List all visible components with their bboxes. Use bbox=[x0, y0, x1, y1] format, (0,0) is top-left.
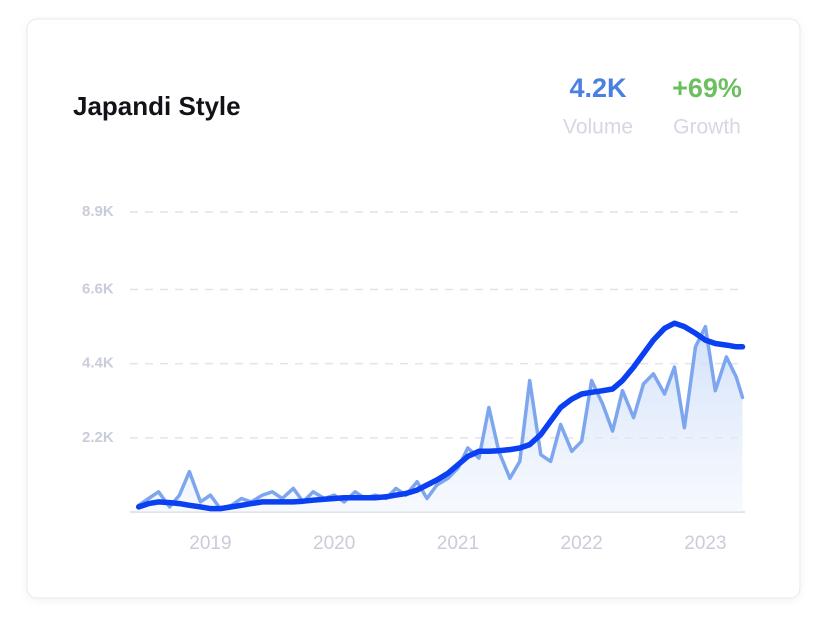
volume-value: 4.2K bbox=[569, 73, 627, 103]
y-tick-label: 8.9K bbox=[82, 203, 114, 220]
series-line bbox=[136, 324, 745, 511]
series-line bbox=[135, 320, 746, 512]
growth-label: Growth bbox=[673, 116, 741, 139]
x-tick-label: 2022 bbox=[561, 533, 603, 554]
y-tick-label: 6.6K bbox=[82, 280, 114, 297]
y-tick-label: 2.2K bbox=[82, 429, 114, 446]
area-fill bbox=[138, 326, 743, 512]
x-tick-label: 2020 bbox=[313, 533, 355, 554]
x-tick-label: 2021 bbox=[437, 533, 479, 554]
y-tick-label: 4.4K bbox=[82, 355, 114, 372]
growth-value: +69% bbox=[672, 73, 742, 103]
x-tick-label: 2019 bbox=[189, 533, 231, 554]
volume-label: Volume bbox=[563, 116, 633, 139]
chart-title: Japandi Style bbox=[73, 91, 241, 121]
x-tick-label: 2023 bbox=[684, 533, 726, 554]
